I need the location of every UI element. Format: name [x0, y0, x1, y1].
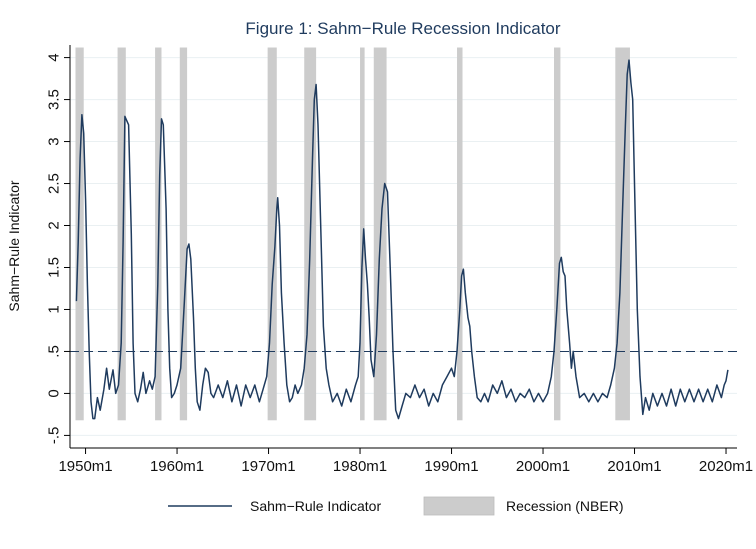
y-tick-label-2: .5: [45, 345, 62, 358]
recession-band-6: [360, 47, 365, 421]
y-tick-label-4: 1.5: [45, 257, 62, 278]
recession-band-0: [75, 47, 84, 421]
y-tick-label-0: -.5: [45, 427, 62, 445]
y-tick-label-1: 0: [45, 389, 62, 397]
y-tick-label-5: 2: [45, 221, 62, 229]
recession-band-3: [179, 47, 188, 421]
x-tick-label-3: 1980m1: [333, 458, 387, 475]
legend-label-sahm-rule: Sahm−Rule Indicator: [250, 498, 381, 514]
legend: Sahm−Rule Indicator Recession (NBER): [168, 496, 623, 516]
y-axis-title: Sahm−Rule Indicator: [6, 180, 22, 311]
x-tick-label-2: 1970m1: [241, 458, 295, 475]
x-tick-label-1: 1960m1: [150, 458, 204, 475]
x-tick-label-6: 2010m1: [607, 458, 661, 475]
y-tick-label-3: 1: [45, 305, 62, 313]
x-tick-label-4: 1990m1: [424, 458, 478, 475]
recession-band-9: [554, 47, 561, 421]
legend-label-recession: Recession (NBER): [506, 498, 623, 514]
chart-title: Figure 1: Sahm−Rule Recession Indicator: [245, 19, 560, 38]
recession-band-1: [117, 47, 126, 421]
y-tick-label-8: 3.5: [45, 89, 62, 110]
y-tick-label-6: 2.5: [45, 173, 62, 194]
x-tick-label-7: 2020m1: [699, 458, 753, 475]
recession-band-8: [457, 47, 463, 421]
y-tick-label-7: 3: [45, 137, 62, 145]
x-tick-label-0: 1950m1: [58, 458, 112, 475]
recession-band-4: [267, 47, 277, 421]
axes: -.5 0 .5 1 1.5 2 2.5 3 3.5 4 1950m1 1960m1 1970m1 198…: [45, 45, 753, 475]
y-tick-label-9: 4: [45, 53, 62, 61]
legend-recession-swatch: [423, 496, 495, 516]
x-tick-label-5: 2000m1: [516, 458, 570, 475]
recession-band-10: [615, 47, 630, 421]
sahm-rule-series-line: [75, 59, 729, 420]
